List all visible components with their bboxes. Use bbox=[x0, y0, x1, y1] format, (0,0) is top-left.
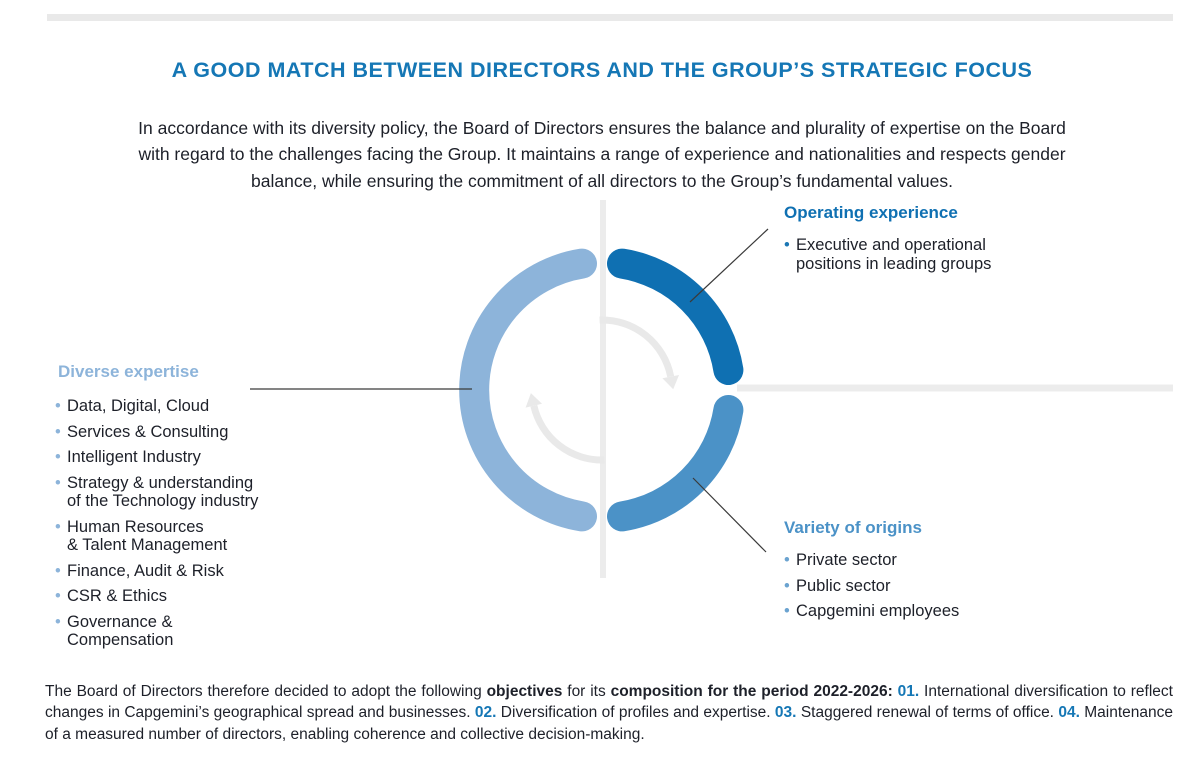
list-item: Capgemini employees bbox=[784, 602, 1024, 621]
list-item: Data, Digital, Cloud bbox=[55, 397, 273, 416]
cycle-arrow-top-head bbox=[662, 375, 679, 390]
right-horizontal-line bbox=[737, 384, 1173, 392]
list-item: Finance, Audit & Risk bbox=[55, 562, 273, 581]
page-title: A GOOD MATCH BETWEEN DIRECTORS AND THE G… bbox=[171, 58, 1033, 83]
operating-heading: Operating experience bbox=[784, 203, 958, 222]
footer-num-01: 01. bbox=[897, 682, 920, 700]
list-item: Strategy & understanding of the Technolo… bbox=[55, 474, 273, 511]
list-item: Governance & Compensation bbox=[55, 613, 273, 650]
cycle-arrow-bottom-head bbox=[525, 393, 542, 408]
operating-label-block: Operating experience Executive and opera… bbox=[784, 202, 1016, 280]
footer-bold-objectives: objectives bbox=[486, 682, 563, 700]
cycle-arrows-icon bbox=[525, 316, 679, 464]
variety-label-block: Variety of origins Private sector Public… bbox=[784, 517, 1024, 628]
intro-paragraph: In accordance with its diversity policy,… bbox=[138, 117, 1066, 191]
center-vertical-line bbox=[600, 200, 606, 578]
list-item: Public sector bbox=[784, 577, 1024, 596]
footer-text: for its bbox=[562, 682, 611, 700]
footer-text: Maintenance of a measured number of dire… bbox=[45, 704, 1173, 743]
list-item: Private sector bbox=[784, 551, 1024, 570]
list-item: Intelligent Industry bbox=[55, 448, 273, 467]
expertise-label-block: Diverse expertise Data, Digital, Cloud S… bbox=[55, 361, 273, 657]
list-item: Human Resources & Talent Management bbox=[55, 518, 273, 555]
operating-connector-line bbox=[689, 228, 769, 303]
operating-list: Executive and operational positions in l… bbox=[784, 236, 1016, 273]
footer-text: Staggered renewal of terms of office. bbox=[796, 704, 1059, 721]
footer-bold-composition: composition for the period 2022-2026: bbox=[610, 682, 898, 700]
cycle-arrow-bottom bbox=[530, 404, 605, 464]
expertise-list: Data, Digital, Cloud Services & Consulti… bbox=[55, 397, 273, 650]
operating-arc bbox=[607, 248, 744, 385]
top-divider-bar bbox=[47, 14, 1173, 21]
variety-arc bbox=[607, 395, 744, 532]
expertise-heading: Diverse expertise bbox=[58, 362, 199, 381]
cycle-arrow-top bbox=[599, 316, 675, 378]
footer-paragraph: The Board of Directors therefore decided… bbox=[45, 681, 1173, 746]
diagram-svg bbox=[250, 200, 1173, 578]
variety-list: Private sector Public sector Capgemini e… bbox=[784, 551, 1024, 621]
list-item: Executive and operational positions in l… bbox=[784, 236, 1016, 273]
footer-num-04: 04. bbox=[1058, 704, 1080, 721]
footer-num-02: 02. bbox=[474, 704, 497, 721]
variety-connector-line bbox=[692, 477, 767, 553]
footer-text: The Board of Directors therefore decided… bbox=[45, 682, 487, 700]
expertise-arc bbox=[459, 248, 597, 532]
variety-heading: Variety of origins bbox=[784, 518, 922, 537]
footer-text: International diversification to reflect… bbox=[45, 682, 1173, 722]
list-item: Services & Consulting bbox=[55, 423, 273, 442]
footer-text: Diversification of profiles and expertis… bbox=[496, 704, 775, 721]
list-item: CSR & Ethics bbox=[55, 587, 273, 606]
footer-num-03: 03. bbox=[774, 704, 797, 721]
